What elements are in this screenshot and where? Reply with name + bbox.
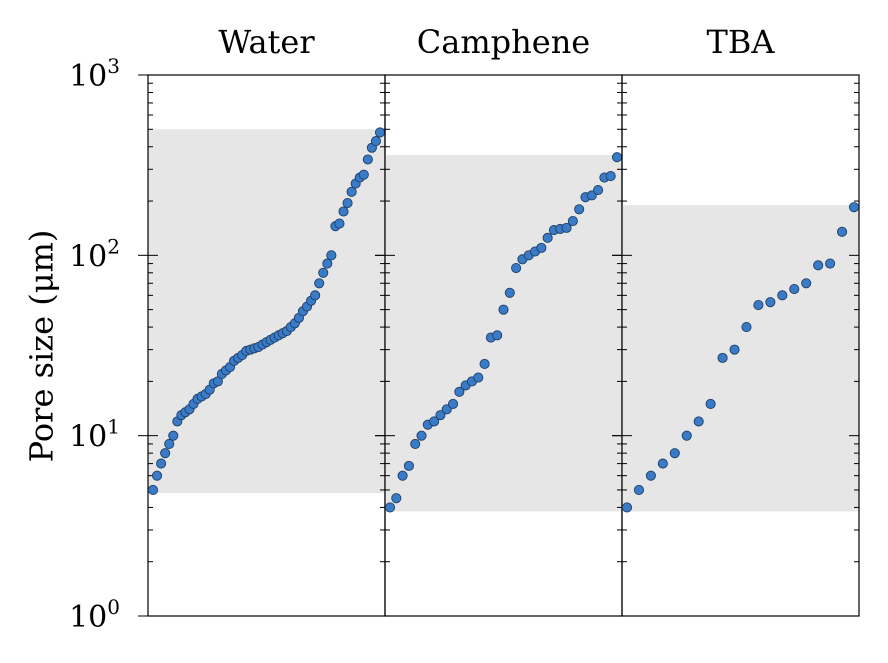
data-point: Camphene: 125: [542, 232, 553, 243]
data-point: Camphene: 50: [498, 304, 509, 315]
data-point: Camphene: 110: [536, 242, 547, 253]
data-point: TBA: 5: [633, 484, 644, 496]
data-point: Camphene: 4.5: [391, 493, 402, 504]
axis-ticks: [612, 82, 859, 617]
data-point: Water: 430: [370, 136, 381, 147]
data-point: Camphene: 21: [473, 372, 484, 383]
data-point: Water: 80: [318, 267, 329, 278]
data-point: Camphene: 15: [448, 398, 459, 409]
data-point: Camphene: 155: [567, 215, 578, 227]
data-point: Water: 60: [310, 290, 321, 301]
data-point: TBA: 90: [825, 258, 836, 269]
data-point: Camphene: 10: [416, 430, 427, 441]
range-band: [148, 129, 385, 494]
y-axis-label: Pore size (μm): [23, 230, 61, 463]
data-point: Camphene: 230: [593, 185, 604, 196]
data-point: Water: 5: [147, 484, 159, 496]
data-point: Water: 280: [358, 169, 369, 180]
data-point: Camphene: 17.5: [454, 386, 465, 397]
data-point: TBA: 6: [645, 470, 656, 481]
data-point: TBA: 88: [813, 260, 824, 271]
data-points: Camphene: 4Camphene: 4.5Camphene: 6Camph…: [384, 152, 623, 513]
data-point: TBA: 65: [789, 284, 800, 295]
data-point: TBA: 30: [729, 344, 740, 355]
range-band: [622, 205, 859, 512]
data-point: Water: 225: [346, 186, 357, 197]
data-point: TBA: 60: [777, 290, 788, 301]
data-point: Water: 7: [156, 458, 167, 469]
y-tick-label: 102: [69, 234, 120, 274]
y-tick-labels: 100 101 102 103: [69, 54, 120, 635]
panel-water: WaterWater: 5Water: 6Water: 7Water: 8Wat…: [138, 23, 386, 617]
axis-ticks: [375, 82, 622, 617]
data-point: TBA: 53: [753, 300, 764, 311]
data-point: TBA: 27: [717, 352, 728, 363]
data-point: TBA: 8: [669, 448, 680, 459]
data-point: Water: 195: [342, 197, 353, 209]
data-point: Camphene: 14: [441, 404, 452, 415]
data-point: TBA: 55: [765, 297, 776, 308]
data-point: Water: 340: [362, 154, 373, 165]
data-point: Camphene: 4: [384, 502, 396, 513]
data-points: Water: 5Water: 6Water: 7Water: 8Water: 9…: [147, 127, 386, 496]
data-point: Camphene: 13: [435, 410, 446, 421]
data-point: Water: 10: [168, 430, 179, 441]
data-point: TBA: 12: [693, 416, 704, 427]
data-point: Camphene: 85: [511, 263, 522, 274]
data-point: Camphene: 9: [410, 438, 421, 449]
data-point: TBA: 70: [801, 278, 812, 289]
data-point: Water: 90: [322, 258, 333, 269]
y-tick-label: 100: [69, 595, 120, 635]
data-point: Water: 9: [164, 438, 175, 449]
data-point: TBA: 10: [681, 430, 692, 441]
data-point: Water: 480: [374, 127, 386, 138]
data-point: Water: 150: [334, 218, 345, 229]
panel-camphene: Camphene Camphene: 4Camphene: 4.5 Camphene…: [375, 23, 623, 617]
data-point: Water: 6: [152, 470, 163, 481]
data-point: TBA: 4: [621, 502, 633, 513]
data-point: Camphene: 350: [611, 152, 623, 163]
data-points: TBA: 4TBA: 5TBA: 6TBA: 7TBA: 8TBA: 10TBA…: [621, 202, 860, 513]
panel-tba: TBA TBA: 4TBA: 5TBA: 6TBA: 7TBA: 8TBA: 10…: [612, 23, 860, 617]
data-point: TBA: 40: [741, 322, 752, 333]
data-point: Camphene: 25: [479, 358, 490, 369]
data-point: TBA: 185: [848, 202, 860, 213]
panel-frame: [621, 74, 860, 617]
data-point: TBA: 15: [705, 398, 716, 409]
data-point: TBA: 7: [657, 458, 668, 469]
data-point: Camphene: 36: [492, 330, 503, 341]
data-point: Water: 70: [314, 278, 325, 289]
data-point: Camphene: 12: [429, 416, 440, 427]
data-point: Camphene: 180: [574, 204, 585, 215]
data-point: TBA: 135: [837, 226, 848, 237]
y-tick-label: 103: [69, 54, 120, 94]
data-point: Water: 8: [160, 448, 171, 459]
y-tick-label: 101: [69, 415, 120, 455]
data-point: Camphene: 275: [605, 171, 616, 182]
data-point: Camphene: 142: [561, 222, 572, 233]
data-point: Water: 175: [338, 206, 349, 217]
panels: WaterWater: 5Water: 6Water: 7Water: 8Wat…: [138, 23, 860, 617]
range-band: [385, 155, 622, 512]
panel-title: Water: [218, 23, 315, 61]
data-point: Water: 100: [326, 250, 337, 261]
data-point: Camphene: 62: [504, 287, 515, 298]
data-point: Camphene: 6.8: [403, 460, 414, 471]
panel-title: Camphene: [417, 23, 590, 61]
panel-title: TBA: [707, 23, 776, 61]
data-point: Camphene: 6: [397, 470, 408, 481]
